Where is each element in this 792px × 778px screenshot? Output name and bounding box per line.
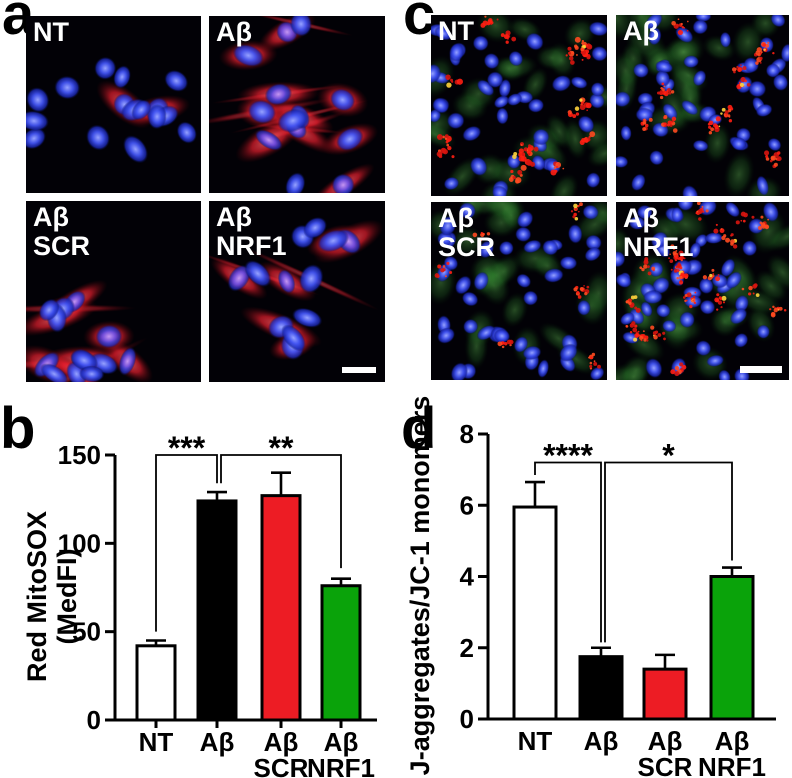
micrograph-image <box>431 202 607 380</box>
bar-Aβ-SCR <box>260 494 302 722</box>
cells-layer <box>616 15 789 196</box>
label-line: Aβ <box>33 202 69 232</box>
significance-stars: * <box>662 438 675 474</box>
micrograph-c-nt: NT <box>431 15 607 196</box>
bar-Aβ <box>196 499 238 722</box>
y-tick-label: 50 <box>72 617 101 647</box>
y-tick-label: 4 <box>460 562 475 592</box>
panel-label-b: b <box>0 396 36 461</box>
micrograph-image <box>616 15 789 196</box>
micrograph-image <box>209 201 385 382</box>
cells-layer <box>209 216 384 361</box>
bars-layer <box>512 480 755 721</box>
significance-bracket <box>604 461 733 643</box>
bars-layer <box>135 471 362 722</box>
cells-layer <box>431 202 607 380</box>
micrograph-label: Aβ NRF1 <box>623 203 694 263</box>
y-axis-label: J-aggregates/JC-1 monomers <box>405 396 435 776</box>
y-tick-label: 2 <box>460 633 474 663</box>
micrograph-label: Aβ <box>623 16 659 46</box>
significance-stars: *** <box>168 430 206 466</box>
category-label: Aβ <box>648 726 683 756</box>
significance-stars: **** <box>543 438 593 474</box>
micrograph-a-nt: NT <box>26 16 201 193</box>
label-line: NT <box>438 16 474 46</box>
micrograph-label: Aβ NRF1 <box>216 202 287 262</box>
cells-layer <box>26 279 154 382</box>
category-label: Aβ <box>200 727 235 757</box>
bar-Aβ-NRF1 <box>709 575 755 721</box>
cells-layer <box>209 16 379 193</box>
cells-layer <box>431 15 607 196</box>
category-label: Aβ <box>264 727 299 757</box>
micrograph-label: NT <box>33 17 69 47</box>
cells-layer <box>26 56 197 164</box>
label-line: NT <box>33 17 69 47</box>
micrograph-label: Aβ SCR <box>33 202 91 262</box>
scale-bar <box>740 366 782 373</box>
panel-label-c: c <box>403 0 436 47</box>
micrograph-c-abeta-scr: Aβ SCR <box>431 202 607 380</box>
micrograph-a-abeta-nrf1: Aβ NRF1 <box>209 201 385 382</box>
micrograph-c-abeta: Aβ <box>616 15 789 196</box>
y-tick-label: 6 <box>460 490 474 520</box>
micrograph-image <box>616 202 789 380</box>
label-line: Aβ <box>216 202 252 232</box>
label-line: Aβ <box>623 203 659 233</box>
significance-bracket <box>155 454 218 632</box>
micrograph-a-abeta: Aβ <box>209 16 385 193</box>
micrograph-image <box>26 16 201 193</box>
category-label: SCR <box>638 752 693 778</box>
category-label: NT <box>139 727 174 757</box>
y-tick-label: 0 <box>87 705 101 735</box>
significance-stars: ** <box>269 430 294 466</box>
y-tick-label: 8 <box>460 419 474 449</box>
y-axis-label: Red MitoSOX <box>22 511 52 682</box>
micrograph-c-abeta-nrf1: Aβ NRF1 <box>616 202 789 380</box>
bar-NT <box>512 505 558 721</box>
label-line: NRF1 <box>623 232 694 263</box>
bar-Aβ-SCR <box>642 667 688 721</box>
micrograph-image <box>26 201 201 382</box>
y-tick-label: 150 <box>58 440 101 470</box>
cells-layer <box>616 202 789 380</box>
bar-Aβ-NRF1 <box>320 584 362 722</box>
bar-NT <box>135 644 177 722</box>
significance-layer: ***** <box>534 438 733 643</box>
significance-layer: ***** <box>155 430 342 632</box>
micrograph-image <box>209 16 385 193</box>
label-line: Aβ <box>438 203 474 233</box>
micrograph-a-abeta-scr: Aβ SCR <box>26 201 201 382</box>
bar-Aβ <box>578 655 624 721</box>
scale-bar <box>342 367 376 373</box>
panel-label-d: d <box>401 396 437 461</box>
label-line: Aβ <box>623 16 659 46</box>
y-axis-label: (MedFI) <box>52 549 82 645</box>
significance-bracket <box>220 454 342 569</box>
y-tick-label: 100 <box>58 528 101 558</box>
micrograph-label: Aβ SCR <box>438 203 496 263</box>
label-line: SCR <box>438 232 496 263</box>
label-line: NRF1 <box>216 231 287 262</box>
category-label: Aβ <box>715 726 750 756</box>
micrograph-image <box>431 15 607 196</box>
label-line: SCR <box>33 231 91 262</box>
category-label: Aβ <box>324 727 359 757</box>
category-label: Aβ <box>584 726 619 756</box>
category-label: NRF1 <box>698 752 766 778</box>
micrograph-label: Aβ <box>216 17 252 47</box>
micrograph-label: NT <box>438 16 474 46</box>
significance-bracket <box>534 461 602 643</box>
category-label: NRF1 <box>307 753 375 778</box>
y-tick-label: 0 <box>460 704 474 734</box>
category-label: NT <box>518 726 553 756</box>
label-line: Aβ <box>216 17 252 47</box>
category-label: SCR <box>254 753 309 778</box>
